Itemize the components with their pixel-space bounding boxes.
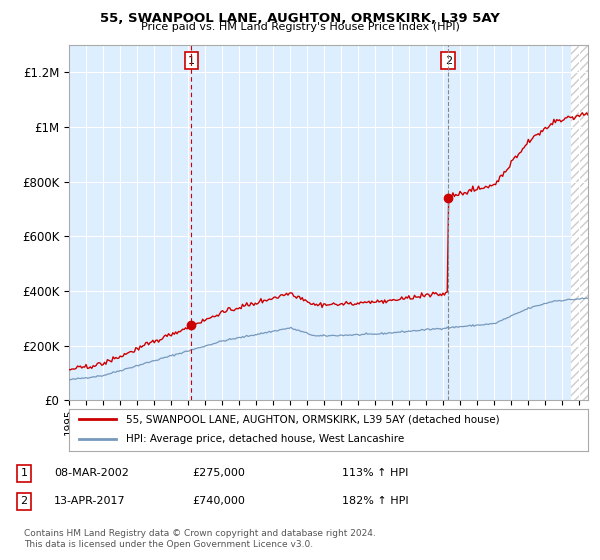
- Text: £740,000: £740,000: [192, 496, 245, 506]
- Bar: [571, 45, 588, 400]
- Text: 55, SWANPOOL LANE, AUGHTON, ORMSKIRK, L39 5AY (detached house): 55, SWANPOOL LANE, AUGHTON, ORMSKIRK, L3…: [126, 414, 500, 424]
- Text: Contains HM Land Registry data © Crown copyright and database right 2024.: Contains HM Land Registry data © Crown c…: [24, 529, 376, 538]
- Text: 55, SWANPOOL LANE, AUGHTON, ORMSKIRK, L39 5AY: 55, SWANPOOL LANE, AUGHTON, ORMSKIRK, L3…: [100, 12, 500, 25]
- Text: 1: 1: [20, 468, 28, 478]
- Text: HPI: Average price, detached house, West Lancashire: HPI: Average price, detached house, West…: [126, 434, 404, 444]
- Text: £275,000: £275,000: [192, 468, 245, 478]
- Text: 2: 2: [445, 56, 452, 66]
- Text: 2: 2: [20, 496, 28, 506]
- Text: 08-MAR-2002: 08-MAR-2002: [54, 468, 129, 478]
- Text: 13-APR-2017: 13-APR-2017: [54, 496, 125, 506]
- Text: This data is licensed under the Open Government Licence v3.0.: This data is licensed under the Open Gov…: [24, 540, 313, 549]
- Text: 1: 1: [188, 56, 195, 66]
- Text: 113% ↑ HPI: 113% ↑ HPI: [342, 468, 409, 478]
- Text: 182% ↑ HPI: 182% ↑ HPI: [342, 496, 409, 506]
- Text: Price paid vs. HM Land Registry's House Price Index (HPI): Price paid vs. HM Land Registry's House …: [140, 22, 460, 32]
